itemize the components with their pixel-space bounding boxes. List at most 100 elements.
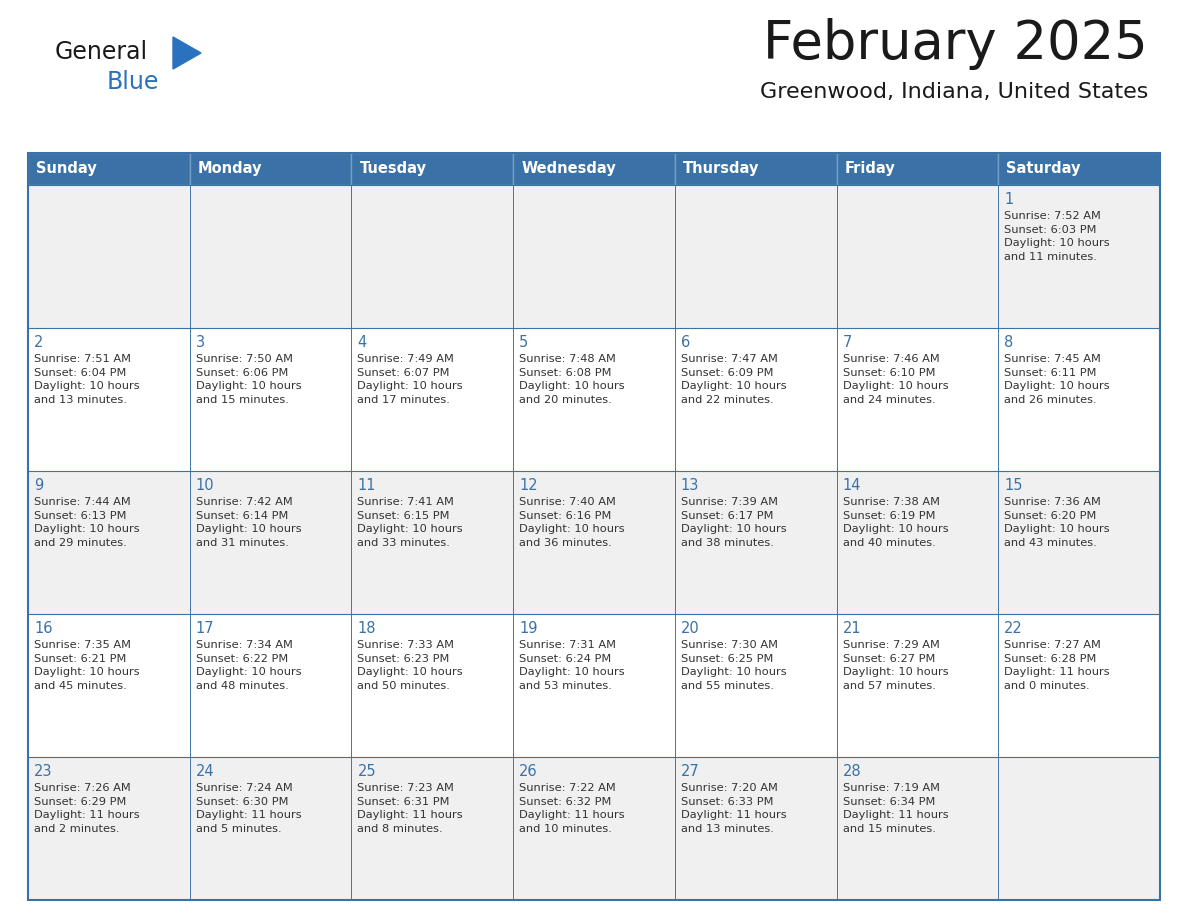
Text: Blue: Blue: [107, 70, 159, 94]
Text: Sunrise: 7:48 AM
Sunset: 6:08 PM
Daylight: 10 hours
and 20 minutes.: Sunrise: 7:48 AM Sunset: 6:08 PM Dayligh…: [519, 354, 625, 405]
Bar: [836, 614, 998, 757]
Text: Sunrise: 7:41 AM
Sunset: 6:15 PM
Daylight: 10 hours
and 33 minutes.: Sunrise: 7:41 AM Sunset: 6:15 PM Dayligh…: [358, 497, 463, 548]
Text: 16: 16: [34, 621, 52, 636]
Text: Wednesday: Wednesday: [522, 162, 615, 176]
Text: 1: 1: [1004, 192, 1013, 207]
Text: Sunrise: 7:46 AM
Sunset: 6:10 PM
Daylight: 10 hours
and 24 minutes.: Sunrise: 7:46 AM Sunset: 6:10 PM Dayligh…: [842, 354, 948, 405]
Bar: [29, 185, 190, 328]
Text: 24: 24: [196, 764, 214, 779]
Text: 21: 21: [842, 621, 861, 636]
Text: 28: 28: [842, 764, 861, 779]
Bar: [352, 153, 513, 185]
Bar: [190, 153, 352, 185]
Bar: [836, 471, 998, 614]
Text: 20: 20: [681, 621, 700, 636]
Text: 25: 25: [358, 764, 377, 779]
Text: Sunrise: 7:23 AM
Sunset: 6:31 PM
Daylight: 11 hours
and 8 minutes.: Sunrise: 7:23 AM Sunset: 6:31 PM Dayligh…: [358, 783, 463, 834]
Bar: [513, 185, 675, 328]
Text: Sunrise: 7:44 AM
Sunset: 6:13 PM
Daylight: 10 hours
and 29 minutes.: Sunrise: 7:44 AM Sunset: 6:13 PM Dayligh…: [34, 497, 140, 548]
Text: Sunrise: 7:42 AM
Sunset: 6:14 PM
Daylight: 10 hours
and 31 minutes.: Sunrise: 7:42 AM Sunset: 6:14 PM Dayligh…: [196, 497, 302, 548]
Text: Sunrise: 7:40 AM
Sunset: 6:16 PM
Daylight: 10 hours
and 36 minutes.: Sunrise: 7:40 AM Sunset: 6:16 PM Dayligh…: [519, 497, 625, 548]
Bar: [998, 153, 1159, 185]
Bar: [998, 614, 1159, 757]
Text: 26: 26: [519, 764, 538, 779]
Bar: [29, 153, 190, 185]
Bar: [675, 328, 836, 471]
Text: Sunrise: 7:47 AM
Sunset: 6:09 PM
Daylight: 10 hours
and 22 minutes.: Sunrise: 7:47 AM Sunset: 6:09 PM Dayligh…: [681, 354, 786, 405]
Text: Friday: Friday: [845, 162, 896, 176]
Bar: [513, 757, 675, 900]
Text: Sunrise: 7:22 AM
Sunset: 6:32 PM
Daylight: 11 hours
and 10 minutes.: Sunrise: 7:22 AM Sunset: 6:32 PM Dayligh…: [519, 783, 625, 834]
Bar: [352, 614, 513, 757]
Text: Sunrise: 7:29 AM
Sunset: 6:27 PM
Daylight: 10 hours
and 57 minutes.: Sunrise: 7:29 AM Sunset: 6:27 PM Dayligh…: [842, 640, 948, 691]
Text: 27: 27: [681, 764, 700, 779]
Text: 2: 2: [34, 335, 44, 350]
Bar: [352, 185, 513, 328]
Text: Sunrise: 7:45 AM
Sunset: 6:11 PM
Daylight: 10 hours
and 26 minutes.: Sunrise: 7:45 AM Sunset: 6:11 PM Dayligh…: [1004, 354, 1110, 405]
Text: 8: 8: [1004, 335, 1013, 350]
Bar: [836, 185, 998, 328]
Text: 9: 9: [34, 478, 43, 493]
Text: Sunrise: 7:52 AM
Sunset: 6:03 PM
Daylight: 10 hours
and 11 minutes.: Sunrise: 7:52 AM Sunset: 6:03 PM Dayligh…: [1004, 211, 1110, 262]
Bar: [675, 757, 836, 900]
Bar: [998, 185, 1159, 328]
Bar: [675, 153, 836, 185]
Bar: [190, 328, 352, 471]
Bar: [190, 757, 352, 900]
Bar: [998, 471, 1159, 614]
Text: Sunrise: 7:34 AM
Sunset: 6:22 PM
Daylight: 10 hours
and 48 minutes.: Sunrise: 7:34 AM Sunset: 6:22 PM Dayligh…: [196, 640, 302, 691]
Text: Tuesday: Tuesday: [360, 162, 426, 176]
Bar: [29, 328, 190, 471]
Bar: [190, 185, 352, 328]
Text: 13: 13: [681, 478, 700, 493]
Bar: [998, 328, 1159, 471]
Text: Monday: Monday: [197, 162, 263, 176]
Text: Sunrise: 7:33 AM
Sunset: 6:23 PM
Daylight: 10 hours
and 50 minutes.: Sunrise: 7:33 AM Sunset: 6:23 PM Dayligh…: [358, 640, 463, 691]
Text: Sunrise: 7:27 AM
Sunset: 6:28 PM
Daylight: 11 hours
and 0 minutes.: Sunrise: 7:27 AM Sunset: 6:28 PM Dayligh…: [1004, 640, 1110, 691]
Bar: [836, 328, 998, 471]
Text: 6: 6: [681, 335, 690, 350]
Bar: [352, 471, 513, 614]
Text: Sunrise: 7:39 AM
Sunset: 6:17 PM
Daylight: 10 hours
and 38 minutes.: Sunrise: 7:39 AM Sunset: 6:17 PM Dayligh…: [681, 497, 786, 548]
Text: Sunrise: 7:24 AM
Sunset: 6:30 PM
Daylight: 11 hours
and 5 minutes.: Sunrise: 7:24 AM Sunset: 6:30 PM Dayligh…: [196, 783, 302, 834]
Text: Sunrise: 7:38 AM
Sunset: 6:19 PM
Daylight: 10 hours
and 40 minutes.: Sunrise: 7:38 AM Sunset: 6:19 PM Dayligh…: [842, 497, 948, 548]
Text: 22: 22: [1004, 621, 1023, 636]
Text: Sunrise: 7:51 AM
Sunset: 6:04 PM
Daylight: 10 hours
and 13 minutes.: Sunrise: 7:51 AM Sunset: 6:04 PM Dayligh…: [34, 354, 140, 405]
Bar: [29, 153, 1159, 900]
Bar: [836, 757, 998, 900]
Text: 17: 17: [196, 621, 214, 636]
Bar: [513, 153, 675, 185]
Text: Sunrise: 7:50 AM
Sunset: 6:06 PM
Daylight: 10 hours
and 15 minutes.: Sunrise: 7:50 AM Sunset: 6:06 PM Dayligh…: [196, 354, 302, 405]
Bar: [29, 757, 190, 900]
Text: Saturday: Saturday: [1006, 162, 1081, 176]
Text: General: General: [55, 40, 148, 64]
Text: 23: 23: [34, 764, 52, 779]
Text: Sunrise: 7:49 AM
Sunset: 6:07 PM
Daylight: 10 hours
and 17 minutes.: Sunrise: 7:49 AM Sunset: 6:07 PM Dayligh…: [358, 354, 463, 405]
Text: Sunrise: 7:26 AM
Sunset: 6:29 PM
Daylight: 11 hours
and 2 minutes.: Sunrise: 7:26 AM Sunset: 6:29 PM Dayligh…: [34, 783, 140, 834]
Text: 10: 10: [196, 478, 214, 493]
Text: Sunrise: 7:36 AM
Sunset: 6:20 PM
Daylight: 10 hours
and 43 minutes.: Sunrise: 7:36 AM Sunset: 6:20 PM Dayligh…: [1004, 497, 1110, 548]
Bar: [675, 614, 836, 757]
Text: 11: 11: [358, 478, 375, 493]
Text: 5: 5: [519, 335, 529, 350]
Text: Thursday: Thursday: [683, 162, 759, 176]
Text: Sunrise: 7:19 AM
Sunset: 6:34 PM
Daylight: 11 hours
and 15 minutes.: Sunrise: 7:19 AM Sunset: 6:34 PM Dayligh…: [842, 783, 948, 834]
Bar: [190, 471, 352, 614]
Text: Greenwood, Indiana, United States: Greenwood, Indiana, United States: [759, 82, 1148, 102]
Bar: [352, 328, 513, 471]
Text: 18: 18: [358, 621, 375, 636]
Text: Sunrise: 7:35 AM
Sunset: 6:21 PM
Daylight: 10 hours
and 45 minutes.: Sunrise: 7:35 AM Sunset: 6:21 PM Dayligh…: [34, 640, 140, 691]
Bar: [513, 328, 675, 471]
Bar: [352, 757, 513, 900]
Text: Sunrise: 7:20 AM
Sunset: 6:33 PM
Daylight: 11 hours
and 13 minutes.: Sunrise: 7:20 AM Sunset: 6:33 PM Dayligh…: [681, 783, 786, 834]
Text: 14: 14: [842, 478, 861, 493]
Text: Sunrise: 7:30 AM
Sunset: 6:25 PM
Daylight: 10 hours
and 55 minutes.: Sunrise: 7:30 AM Sunset: 6:25 PM Dayligh…: [681, 640, 786, 691]
Text: Sunday: Sunday: [36, 162, 96, 176]
Bar: [675, 185, 836, 328]
Polygon shape: [173, 37, 201, 69]
Bar: [513, 471, 675, 614]
Bar: [190, 614, 352, 757]
Bar: [998, 757, 1159, 900]
Bar: [675, 471, 836, 614]
Text: 3: 3: [196, 335, 204, 350]
